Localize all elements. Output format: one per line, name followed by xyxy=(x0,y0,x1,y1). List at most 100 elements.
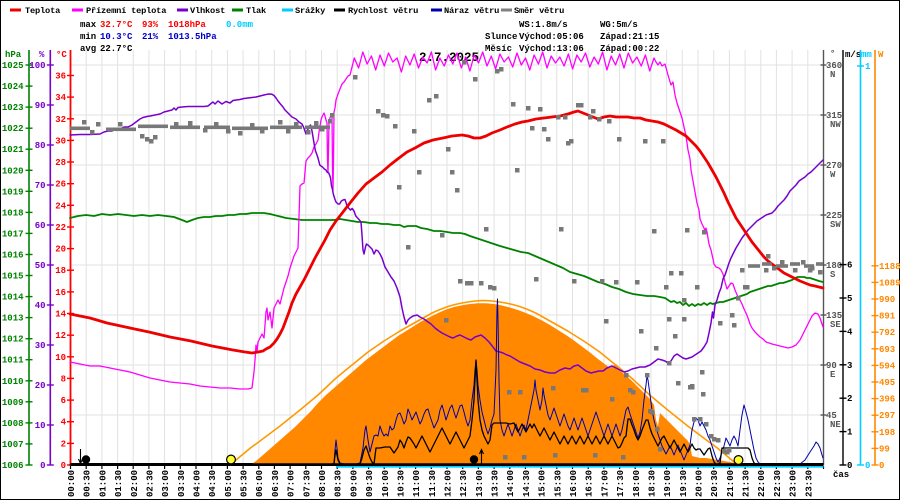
svg-text:WS:1.8m/s: WS:1.8m/s xyxy=(519,20,568,30)
svg-text:16: 16 xyxy=(55,288,66,298)
svg-text:50: 50 xyxy=(35,261,46,271)
svg-text:1024: 1024 xyxy=(2,82,24,92)
svg-text:SE: SE xyxy=(830,320,841,330)
svg-text:22:00: 22:00 xyxy=(757,470,767,497)
svg-text:93%: 93% xyxy=(142,20,159,30)
svg-text:01:30: 01:30 xyxy=(114,470,124,497)
svg-text:22.7°C: 22.7°C xyxy=(100,44,133,54)
svg-text:%: % xyxy=(39,50,45,60)
svg-text:80: 80 xyxy=(35,141,46,151)
svg-text:13:00: 13:00 xyxy=(475,470,485,497)
svg-text:21:00: 21:00 xyxy=(726,470,736,497)
svg-text:Východ:05:06: Východ:05:06 xyxy=(519,32,584,42)
svg-text:90: 90 xyxy=(35,101,46,111)
svg-text:23:00: 23:00 xyxy=(789,470,799,497)
svg-text:22: 22 xyxy=(55,223,66,233)
svg-text:1010: 1010 xyxy=(2,377,24,387)
svg-text:Vlhkost: Vlhkost xyxy=(190,6,225,16)
svg-text:1: 1 xyxy=(865,62,871,72)
svg-text:1011: 1011 xyxy=(2,356,24,366)
svg-text:19:30: 19:30 xyxy=(679,470,689,497)
svg-text:30: 30 xyxy=(35,341,46,351)
svg-text:03:00: 03:00 xyxy=(161,470,171,497)
svg-text:1025: 1025 xyxy=(2,61,24,71)
svg-text:09:00: 09:00 xyxy=(349,470,359,497)
svg-text:1022: 1022 xyxy=(2,124,24,134)
svg-text:15:00: 15:00 xyxy=(538,470,548,497)
svg-text:Slunce: Slunce xyxy=(485,32,517,42)
svg-text:10: 10 xyxy=(35,421,46,431)
svg-text:čas: čas xyxy=(833,470,849,480)
svg-text:40: 40 xyxy=(35,301,46,311)
svg-text:06:30: 06:30 xyxy=(271,470,281,497)
svg-text:198: 198 xyxy=(879,428,895,438)
svg-text:297: 297 xyxy=(879,411,895,421)
svg-text:0: 0 xyxy=(879,461,884,471)
svg-text:NE: NE xyxy=(830,420,841,430)
svg-text:Měsíc: Měsíc xyxy=(485,44,512,54)
svg-text:22:30: 22:30 xyxy=(773,470,783,497)
svg-text:°C: °C xyxy=(56,50,67,60)
svg-text:495: 495 xyxy=(879,378,895,388)
svg-text:24: 24 xyxy=(55,201,66,211)
svg-text:28: 28 xyxy=(55,158,66,168)
svg-text:14: 14 xyxy=(55,310,66,320)
svg-text:08:30: 08:30 xyxy=(334,470,344,497)
svg-text:8: 8 xyxy=(61,374,66,384)
svg-text:NW: NW xyxy=(830,120,841,130)
svg-text:07:30: 07:30 xyxy=(302,470,312,497)
svg-text:10.3°C: 10.3°C xyxy=(100,32,133,42)
svg-text:1007: 1007 xyxy=(2,440,24,450)
svg-text:26: 26 xyxy=(55,180,66,190)
svg-text:1: 1 xyxy=(847,428,853,438)
svg-text:12:00: 12:00 xyxy=(444,470,454,497)
svg-text:270: 270 xyxy=(826,161,842,171)
svg-text:1020: 1020 xyxy=(2,166,24,176)
svg-text:11:30: 11:30 xyxy=(428,470,438,497)
svg-text:Přízemní teplota: Přízemní teplota xyxy=(86,6,166,16)
svg-text:1009: 1009 xyxy=(2,398,24,408)
svg-text:0: 0 xyxy=(865,461,870,471)
svg-text:225: 225 xyxy=(826,211,842,221)
svg-text:0.0mm: 0.0mm xyxy=(226,20,254,30)
svg-text:1017: 1017 xyxy=(2,229,24,239)
svg-text:5: 5 xyxy=(847,294,852,304)
svg-text:2: 2 xyxy=(61,439,66,449)
svg-text:W: W xyxy=(878,50,884,60)
svg-text:693: 693 xyxy=(879,345,895,355)
svg-text:14:30: 14:30 xyxy=(522,470,532,497)
svg-text:20: 20 xyxy=(35,381,46,391)
svg-text:Náraz větru: Náraz větru xyxy=(444,6,499,16)
svg-text:100: 100 xyxy=(29,61,45,71)
svg-text:17:00: 17:00 xyxy=(600,470,610,497)
svg-text:6: 6 xyxy=(61,396,66,406)
svg-text:Tlak: Tlak xyxy=(246,6,266,16)
svg-text:05:00: 05:00 xyxy=(224,470,234,497)
svg-text:23:30: 23:30 xyxy=(804,470,814,497)
svg-text:02:00: 02:00 xyxy=(130,470,140,497)
svg-text:03:30: 03:30 xyxy=(177,470,187,497)
svg-text:1015: 1015 xyxy=(2,272,24,282)
svg-text:Směr větru: Směr větru xyxy=(514,6,564,16)
svg-text:07:00: 07:00 xyxy=(287,470,297,497)
svg-text:04:00: 04:00 xyxy=(193,470,203,497)
svg-text:594: 594 xyxy=(879,361,896,371)
svg-text:1012: 1012 xyxy=(2,335,24,345)
svg-text:1008: 1008 xyxy=(2,419,24,429)
svg-text:1019: 1019 xyxy=(2,187,24,197)
svg-text:04:30: 04:30 xyxy=(208,470,218,497)
svg-text:S: S xyxy=(830,270,836,280)
svg-text:990: 990 xyxy=(879,295,895,305)
svg-text:Východ:13:06: Východ:13:06 xyxy=(519,44,584,54)
svg-text:1018: 1018 xyxy=(2,208,24,218)
svg-text:2: 2 xyxy=(847,394,852,404)
svg-text:1014: 1014 xyxy=(2,293,24,303)
svg-text:00:30: 00:30 xyxy=(83,470,93,497)
svg-text:SW: SW xyxy=(830,220,841,230)
svg-text:70: 70 xyxy=(35,181,46,191)
svg-text:10: 10 xyxy=(55,353,66,363)
svg-text:08:00: 08:00 xyxy=(318,470,328,497)
svg-text:1016: 1016 xyxy=(2,250,24,260)
svg-text:3: 3 xyxy=(847,361,852,371)
svg-text:02:30: 02:30 xyxy=(145,470,155,497)
